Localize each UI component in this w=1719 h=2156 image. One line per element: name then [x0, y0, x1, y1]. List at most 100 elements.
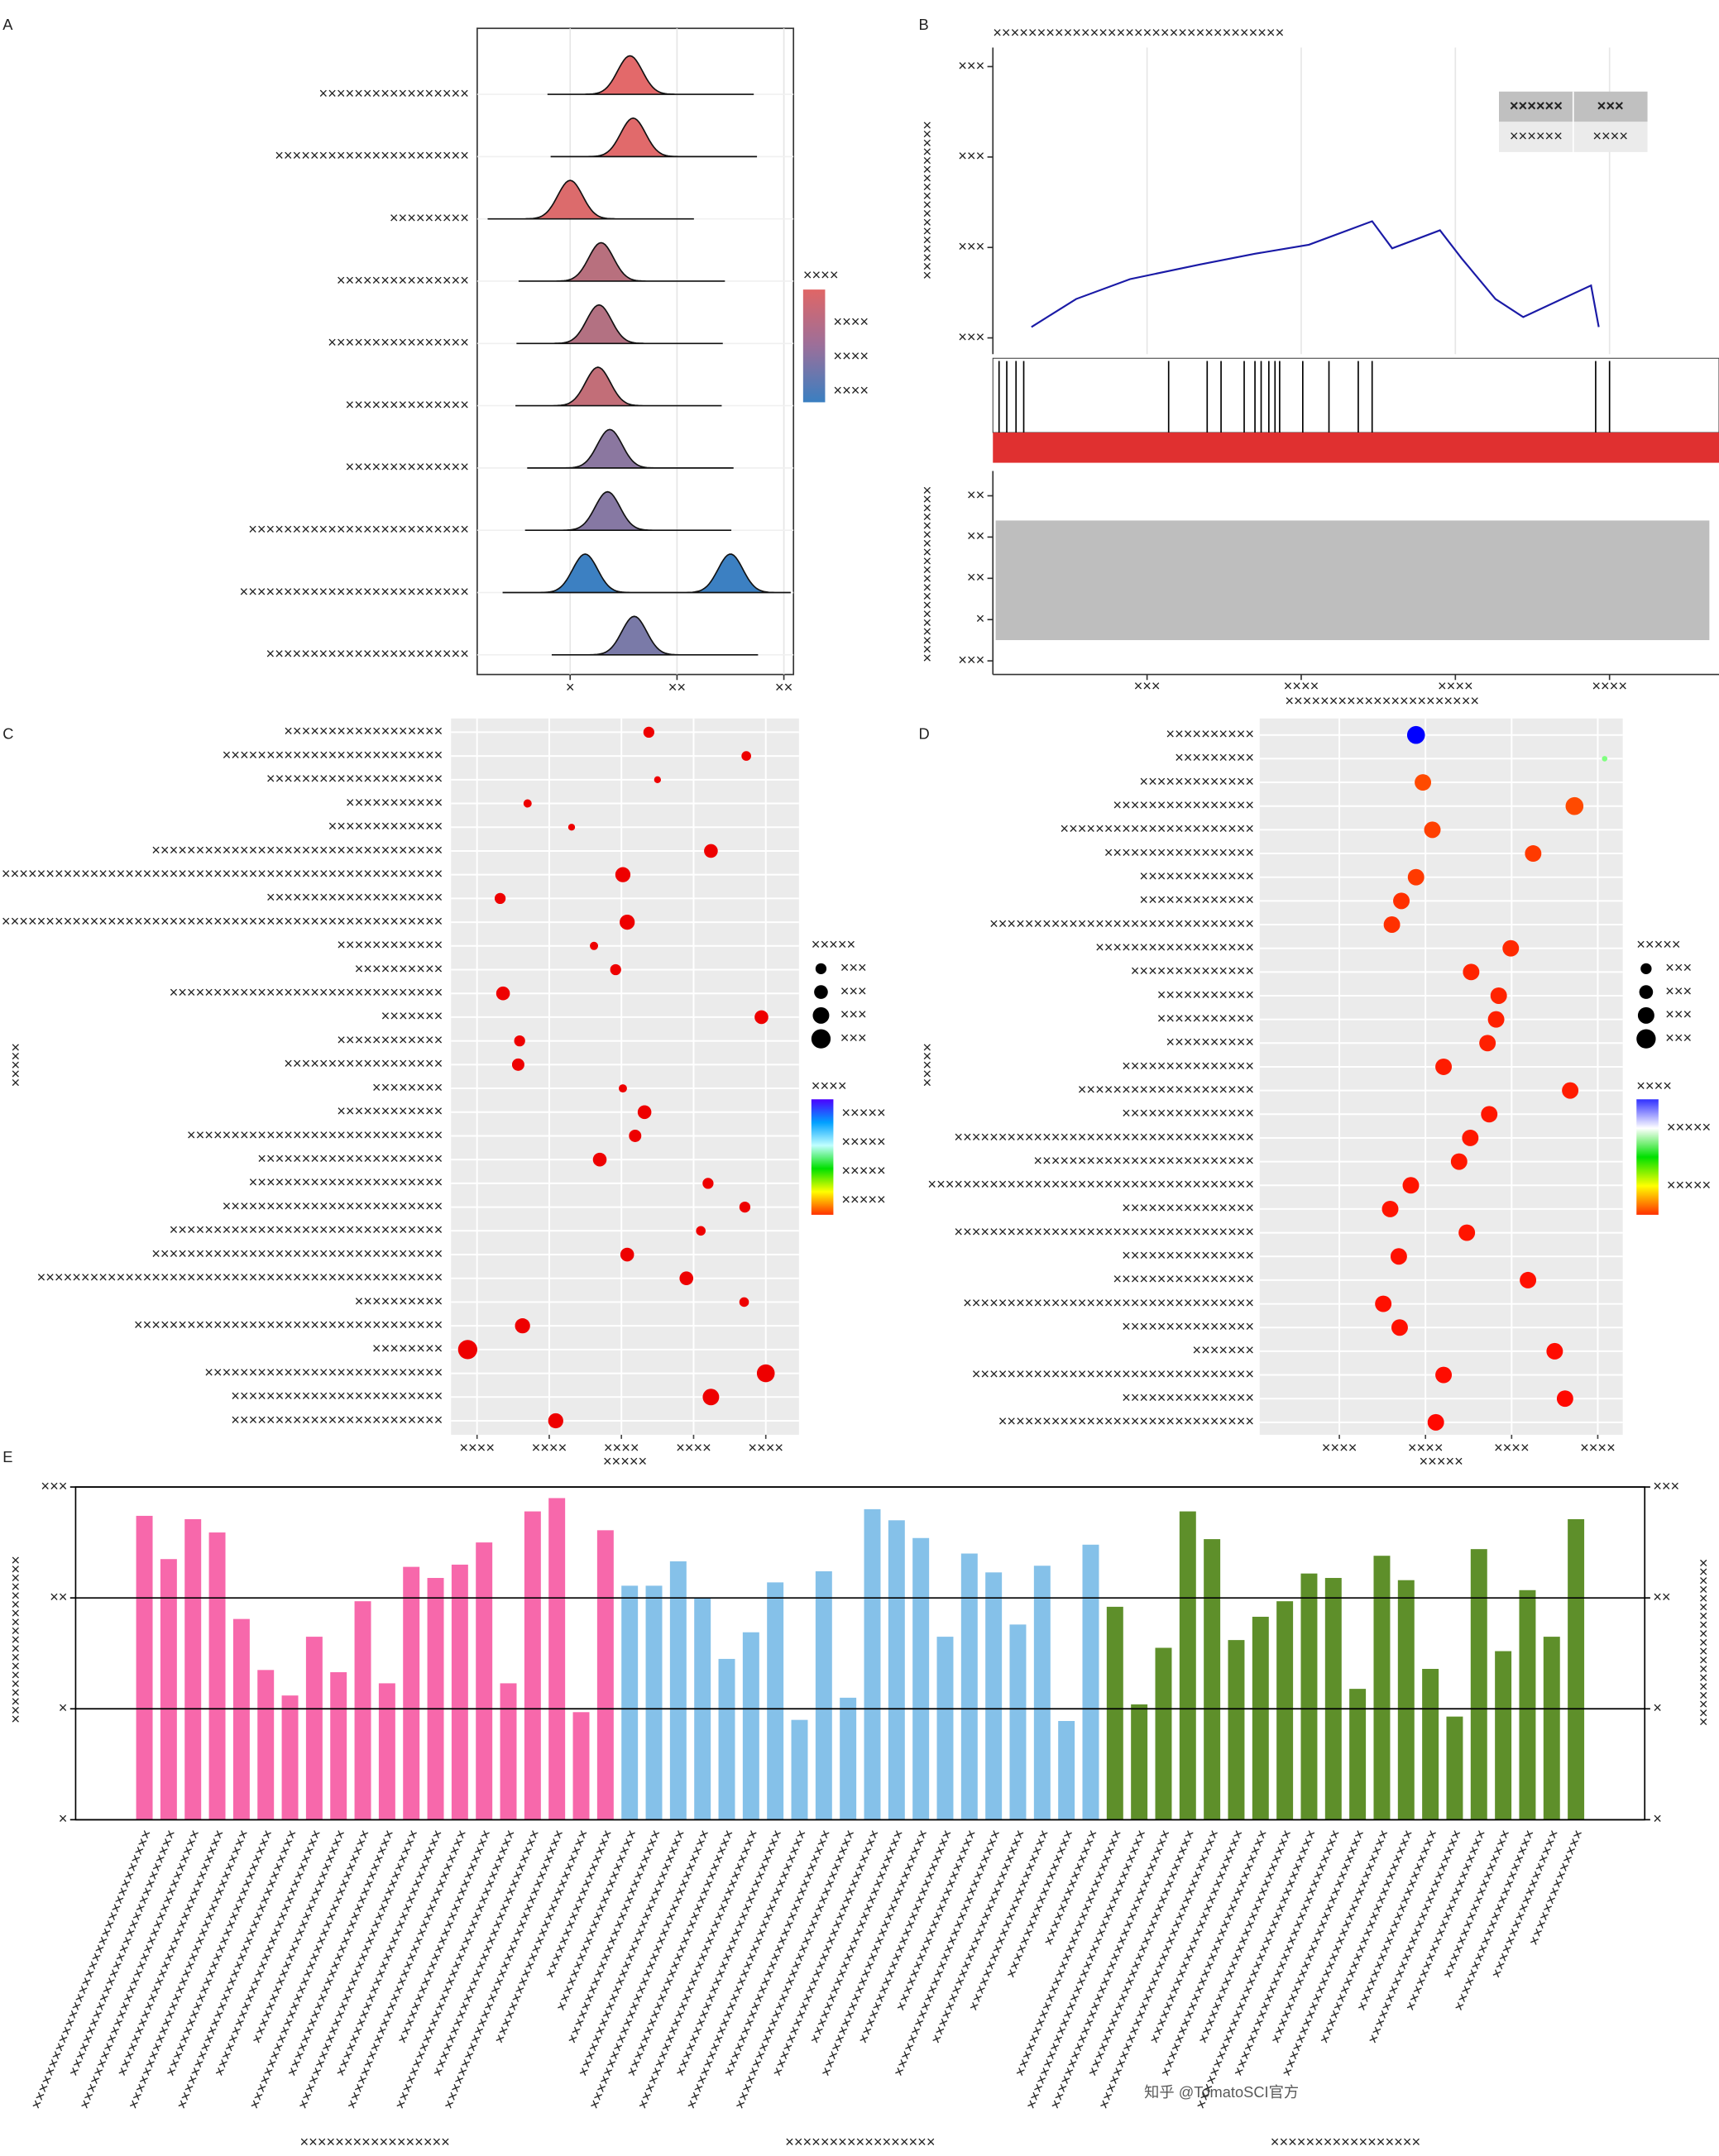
bar	[669, 1561, 687, 1820]
y-tick-label: ×××××××××××××××××××××××××××××	[187, 1126, 443, 1143]
y-tick-label: ×××××××××××××	[328, 817, 443, 834]
bar	[1470, 1549, 1487, 1820]
legend-label: ×××	[1665, 1029, 1692, 1046]
panel-label: D	[918, 725, 929, 743]
bar	[1373, 1556, 1391, 1820]
y-tick-label: ××××××××××××××××××××	[266, 770, 443, 787]
x-tick-label: ××××	[1438, 676, 1473, 694]
dot	[515, 1318, 530, 1334]
y-tick-label: ××××××××××	[355, 959, 443, 977]
legend-label: ×××	[840, 1006, 867, 1023]
y-tick-label: ×××××××	[1192, 1341, 1254, 1359]
dot	[494, 892, 506, 905]
bar	[1422, 1668, 1439, 1820]
table-cell: ××××××	[1510, 127, 1563, 144]
y-tick-label: ×××××××××	[1175, 748, 1254, 766]
colorbar	[802, 289, 826, 403]
watermark: 知乎 @TomatoSCI官方	[1144, 2083, 1299, 2101]
plot-background	[451, 718, 799, 1435]
x-tick-label: ××××	[676, 1438, 711, 1456]
y-tick-label: ××	[50, 1588, 67, 1605]
y-tick-label: ×××××××××××××××××××××××××××	[204, 1363, 443, 1380]
x-axis-label: ×××××	[1420, 1452, 1463, 1470]
y2-axis-label: ×××××××××××××××××××	[1695, 1559, 1712, 1727]
y-tick-label: ×××××××××××××××××××××××××××××××××	[151, 1245, 443, 1262]
y-tick-label: ××××××××××××××××	[328, 333, 469, 351]
bar	[1324, 1578, 1342, 1820]
bar	[330, 1672, 347, 1820]
legend-dot	[1636, 1029, 1656, 1049]
y-tick-label: ×××	[958, 56, 984, 74]
y-axis-label: ×××××	[918, 1043, 936, 1087]
y-tick-label: ×	[59, 1699, 68, 1716]
y-tick-label: ×××××××××××××	[1139, 868, 1254, 885]
legend-dot	[1639, 985, 1654, 999]
bar	[1519, 1590, 1536, 1820]
plot-frame	[74, 1486, 1646, 1821]
dot	[523, 799, 532, 808]
bar	[1155, 1647, 1172, 1820]
x-axis-label: ×××××	[603, 1452, 647, 1470]
colorbar	[1636, 1099, 1659, 1215]
bar	[257, 1670, 275, 1820]
x-tick-label: ××××	[1408, 1438, 1444, 1456]
y-tick-label: ××××××××××××××	[346, 458, 469, 476]
y-tick-label: ×××××××××	[390, 208, 469, 226]
y-tick-label: ×××××××××××	[1157, 1009, 1254, 1026]
bar	[305, 1637, 323, 1820]
y-tick-label: ×	[59, 1809, 68, 1827]
dot	[702, 1389, 720, 1406]
y-tick-label: ×××××××	[381, 1007, 443, 1025]
x-tick-label: ××××	[604, 1438, 639, 1456]
legend-dot	[811, 1029, 831, 1049]
y-tick-label: ×××××××××××××××	[1122, 1104, 1254, 1121]
legend-label: ×××	[840, 982, 867, 999]
bar	[1033, 1566, 1051, 1820]
x-tick-label: ××	[668, 678, 686, 696]
dot	[741, 751, 751, 761]
dot	[620, 1247, 634, 1262]
y-tick-label: ×××××××××××××××	[1122, 1199, 1254, 1217]
bar	[500, 1683, 517, 1820]
legend-dot	[815, 963, 827, 974]
ridge	[518, 241, 725, 282]
y-axis-label: ××××××××××××××××××××	[918, 486, 936, 662]
y-tick-label: ×××××××××××	[1157, 986, 1254, 1003]
ridge	[515, 366, 722, 407]
hit-frame	[992, 357, 1719, 433]
dot	[629, 1129, 642, 1142]
bar	[281, 1695, 299, 1820]
legend-label: ×××××	[1667, 1176, 1711, 1193]
dot	[1602, 756, 1608, 762]
bar	[791, 1719, 808, 1820]
bar	[548, 1498, 566, 1820]
y-tick-label: ××	[967, 527, 984, 544]
y-tick-label: ××××××××××××	[337, 1030, 443, 1048]
dot	[1490, 987, 1507, 1004]
dot	[1390, 1248, 1407, 1265]
dot	[1562, 1082, 1579, 1099]
ridge	[524, 490, 732, 532]
dot	[1406, 725, 1425, 744]
bar	[1446, 1716, 1463, 1820]
bar	[1131, 1704, 1148, 1820]
y-tick-label: ××××××××××××××	[346, 395, 469, 413]
bar	[718, 1658, 735, 1820]
y-tick-label: ×××××××××××××××××	[319, 84, 469, 102]
dot	[704, 844, 718, 858]
panel-label: A	[2, 16, 13, 33]
dot	[643, 726, 655, 739]
dot	[1462, 1129, 1479, 1146]
y-tick-label: ××××××××××××××××××	[284, 722, 443, 739]
legend-dot	[1640, 963, 1652, 974]
table-header: ×××	[1597, 97, 1624, 114]
y-tick-label: ×	[976, 610, 985, 627]
dot	[1435, 1058, 1453, 1075]
y-tick-label: ××××××××××××××××××××××××××××××××××××××××…	[2, 864, 443, 882]
bar	[1228, 1640, 1245, 1820]
bar	[1397, 1580, 1415, 1820]
y-tick-label: ××××××××××××××××××××××××××××××	[989, 915, 1254, 932]
bar	[572, 1712, 590, 1820]
y-tick-label: ×××××××××××××××××××××××××××××××××	[151, 841, 443, 858]
y2-tick-label: ×××	[1653, 1477, 1679, 1494]
